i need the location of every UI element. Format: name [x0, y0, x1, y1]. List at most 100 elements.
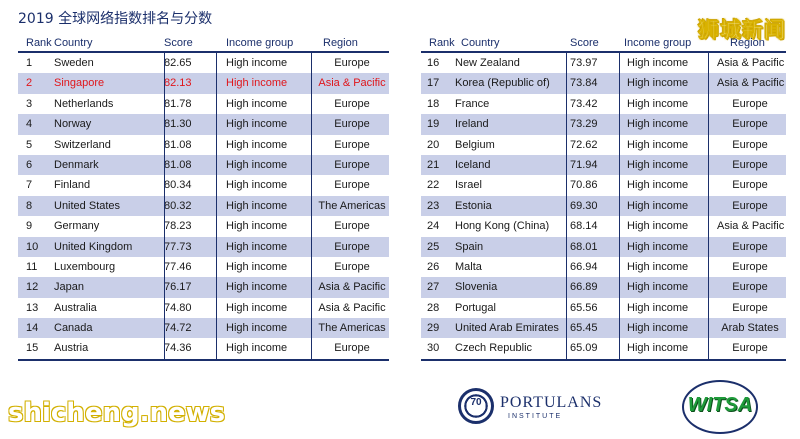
header-region: Region	[730, 37, 765, 49]
cell-income: High income	[627, 138, 689, 151]
table-row: 9 Germany 78.23 High income Europe	[18, 216, 389, 236]
cell-score: 74.80	[164, 301, 192, 314]
cell-country: Denmark	[54, 158, 99, 171]
cell-country: Sweden	[54, 57, 94, 69]
cell-income: High income	[627, 240, 689, 253]
cell-income: High income	[226, 77, 288, 90]
cell-region: The Americas	[318, 199, 386, 212]
table-row: 7 Finland 80.34 High income Europe	[18, 175, 389, 195]
table-row: 21 Iceland 71.94 High income Europe	[421, 154, 786, 176]
table-row: 4 Norway 81.30 High income Europe	[18, 114, 389, 135]
table-row: 23 Estonia 69.30 High income Europe	[421, 195, 786, 217]
cell-rank: 20	[427, 138, 440, 151]
cell-income: High income	[627, 158, 689, 171]
cell-income: High income	[627, 281, 689, 294]
cell-rank: 5	[26, 138, 33, 151]
cell-region: Arab States	[721, 322, 779, 335]
header-rank: Rank	[429, 37, 455, 49]
cell-rank: 14	[26, 322, 39, 335]
cell-income: High income	[226, 199, 288, 212]
cell-income: High income	[627, 118, 689, 131]
cell-rank: 2	[26, 77, 33, 90]
cell-country: Australia	[54, 301, 97, 314]
page-title: 2019 全球网络指数排名与分数	[18, 11, 213, 27]
cell-income: High income	[627, 97, 689, 110]
cell-score: 73.29	[570, 118, 598, 131]
table-row: 18 France 73.42 High income Europe	[421, 94, 786, 114]
cell-income: High income	[627, 322, 689, 335]
cell-region: Europe	[334, 138, 370, 151]
table-row: 12 Japan 76.17 High income Asia & Pacific	[18, 277, 389, 298]
table-row: 25 Spain 68.01 High income Europe	[421, 236, 786, 257]
cell-region: Europe	[732, 301, 768, 314]
cell-score: 70.86	[570, 179, 598, 192]
cell-country: Canada	[54, 322, 93, 335]
header-country: Country	[54, 37, 93, 49]
cell-score: 68.14	[570, 220, 598, 233]
cell-score: 66.89	[570, 281, 598, 294]
cell-rank: 15	[26, 342, 39, 355]
table-row: 6 Denmark 81.08 High income Europe	[18, 154, 389, 176]
table-row: 3 Netherlands 81.78 High income Europe	[18, 94, 389, 114]
witsa-ring-icon	[682, 380, 758, 434]
cell-country: United States	[54, 199, 121, 212]
cell-income: High income	[627, 77, 689, 90]
cell-country: Israel	[455, 179, 482, 192]
cell-income: High income	[226, 240, 288, 253]
cell-income: High income	[627, 179, 689, 192]
table-row: 11 Luxembourg 77.46 High income Europe	[18, 257, 389, 277]
cell-score: 80.32	[164, 199, 192, 212]
cell-income: High income	[627, 220, 689, 233]
cell-country: Japan	[54, 281, 84, 294]
cell-score: 81.30	[164, 118, 192, 131]
cell-rank: 26	[427, 260, 440, 273]
column-divider	[708, 53, 709, 359]
cell-income: High income	[627, 57, 689, 69]
cell-rank: 17	[427, 77, 440, 90]
cell-country: Estonia	[455, 199, 492, 212]
table-row: 10 United Kingdom 77.73 High income Europe	[18, 236, 389, 257]
cell-country: United Kingdom	[54, 240, 133, 253]
cell-country: Portugal	[455, 301, 496, 314]
header-country: Country	[461, 37, 500, 49]
cell-score: 71.94	[570, 158, 598, 171]
cell-income: High income	[627, 260, 689, 273]
cell-country: Ireland	[455, 118, 489, 131]
ranking-table-left: Rank Country Score Income group Region 1…	[18, 34, 389, 361]
cell-region: Europe	[732, 138, 768, 151]
table-row: 14 Canada 74.72 High income The Americas	[18, 318, 389, 339]
cell-rank: 25	[427, 240, 440, 253]
cell-income: High income	[226, 57, 288, 69]
cell-region: Asia & Pacific	[717, 220, 785, 233]
cell-region: Europe	[732, 260, 768, 273]
cell-income: High income	[226, 301, 288, 314]
column-divider	[619, 53, 620, 359]
cell-rank: 7	[26, 179, 33, 192]
cell-score: 73.42	[570, 97, 598, 110]
cell-rank: 6	[26, 158, 33, 171]
header-income: Income group	[624, 37, 692, 49]
table-row: 1 Sweden 82.65 High income Europe	[18, 53, 389, 73]
cell-income: High income	[226, 322, 288, 335]
cell-score: 77.73	[164, 240, 192, 253]
header-score: Score	[164, 37, 193, 49]
header-score: Score	[570, 37, 599, 49]
cell-score: 74.36	[164, 342, 192, 355]
cell-score: 69.30	[570, 199, 598, 212]
table-row: 15 Austria 74.36 High income Europe	[18, 338, 389, 358]
cell-country: New Zealand	[455, 57, 520, 69]
cell-score: 78.23	[164, 220, 192, 233]
cell-region: Europe	[334, 220, 370, 233]
table-row: 2 Singapore 82.13 High income Asia & Pacific	[18, 73, 389, 94]
cell-country: United Arab Emirates	[455, 322, 559, 335]
cell-rank: 19	[427, 118, 440, 131]
table-row: 8 United States 80.32 High income The Americ…	[18, 195, 389, 217]
portulans-seal-icon	[458, 388, 494, 424]
cell-country: Malta	[455, 260, 482, 273]
cell-country: Austria	[54, 342, 89, 355]
cell-region: Europe	[732, 118, 768, 131]
cell-country: Netherlands	[54, 97, 114, 110]
cell-region: The Americas	[318, 322, 386, 335]
cell-country: Finland	[54, 179, 91, 192]
cell-rank: 13	[26, 301, 39, 314]
